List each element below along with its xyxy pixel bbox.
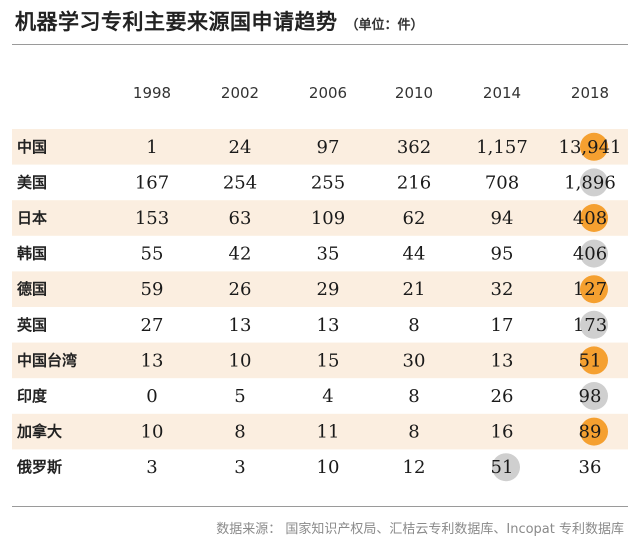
row-label: 中国台湾 (17, 351, 77, 369)
cell-value: 1,896 (564, 172, 616, 193)
cell-value: 127 (573, 279, 607, 300)
cell-value: 8 (408, 315, 419, 336)
row-label: 中国 (17, 138, 47, 156)
cell-value: 15 (317, 350, 340, 371)
cell-value: 408 (573, 208, 607, 229)
cell-value: 55 (141, 244, 164, 265)
highlight-marker (580, 204, 608, 232)
cell-value: 109 (311, 208, 345, 229)
column-header-2002: 2002 (221, 84, 259, 102)
row-label: 日本 (17, 209, 47, 227)
cell-value: 362 (397, 137, 431, 158)
cell-value: 51 (491, 457, 514, 478)
cell-value: 3 (146, 457, 157, 478)
cell-value: 10 (317, 457, 340, 478)
cell-value: 254 (223, 172, 257, 193)
cell-value: 62 (403, 208, 426, 229)
highlight-marker (492, 453, 520, 482)
row-band (12, 413, 628, 450)
cell-value: 216 (397, 172, 431, 193)
cell-value: 26 (229, 279, 252, 300)
cell-value: 1 (146, 137, 157, 158)
cell-value: 36 (579, 457, 602, 478)
row-band (12, 200, 628, 236)
column-header-1998: 1998 (133, 84, 171, 102)
row-label: 韩国 (17, 245, 47, 263)
cell-value: 35 (317, 244, 340, 265)
cell-value: 97 (317, 137, 340, 158)
cell-value: 26 (491, 386, 514, 407)
highlight-marker (580, 132, 608, 161)
highlight-marker (580, 239, 608, 268)
cell-value: 0 (146, 386, 157, 407)
cell-value: 8 (408, 422, 419, 443)
cell-value: 5 (234, 386, 245, 407)
row-label: 俄罗斯 (16, 458, 62, 476)
cell-value: 10 (229, 350, 252, 371)
source-note: 数据来源： 国家知识产权局、汇桔云专利数据库、Incopat 专利数据库 (216, 522, 624, 537)
cell-value: 13,941 (559, 137, 622, 158)
cell-value: 94 (491, 208, 514, 229)
cell-value: 708 (485, 172, 519, 193)
cell-value: 51 (579, 350, 602, 371)
chart-title: 机器学习专利主要来源国申请趋势 (15, 10, 338, 34)
row-band (12, 129, 628, 165)
cell-value: 406 (573, 244, 607, 265)
row-label: 加拿大 (16, 423, 62, 441)
row-label: 美国 (17, 173, 47, 191)
cell-value: 21 (403, 279, 426, 300)
cell-value: 30 (403, 350, 426, 371)
cell-value: 13 (317, 315, 340, 336)
cell-value: 27 (141, 315, 164, 336)
unit-note: （单位：件） (345, 18, 424, 33)
cell-value: 63 (229, 208, 252, 229)
title-area: 机器学习专利主要来源国申请趋势 （单位：件） (15, 6, 424, 36)
cell-value: 89 (579, 422, 602, 443)
cell-value: 29 (317, 279, 340, 300)
cell-value: 12 (403, 457, 426, 478)
cell-value: 42 (229, 244, 252, 265)
cell-value: 13 (491, 350, 514, 371)
cell-value: 153 (135, 208, 169, 229)
highlight-marker (580, 275, 608, 304)
highlight-marker (580, 346, 608, 375)
row-band (12, 271, 628, 307)
column-header-2010: 2010 (395, 84, 433, 102)
highlight-marker (580, 310, 608, 339)
highlight-marker (580, 382, 608, 410)
highlight-marker (580, 417, 608, 446)
bottom-rule (12, 506, 628, 507)
cell-value: 32 (491, 279, 514, 300)
row-band (12, 342, 628, 379)
column-header-2018: 2018 (571, 84, 609, 102)
column-header-2006: 2006 (309, 84, 347, 102)
highlight-marker (580, 168, 608, 197)
cell-value: 8 (234, 422, 245, 443)
cell-value: 95 (491, 244, 514, 265)
cell-value: 4 (322, 386, 333, 407)
cell-value: 24 (229, 137, 252, 158)
cell-value: 8 (408, 386, 419, 407)
cell-value: 10 (141, 422, 164, 443)
cell-value: 17 (491, 315, 514, 336)
cell-value: 255 (311, 172, 345, 193)
row-label: 德国 (17, 280, 47, 298)
row-label: 印度 (17, 387, 48, 405)
cell-value: 16 (491, 422, 514, 443)
cell-value: 1,157 (476, 137, 528, 158)
top-rule (12, 44, 628, 45)
cell-value: 59 (141, 279, 164, 300)
row-label: 英国 (17, 316, 47, 334)
cell-value: 13 (229, 315, 252, 336)
cell-value: 3 (234, 457, 245, 478)
cell-value: 173 (573, 315, 607, 336)
column-header-2014: 2014 (483, 84, 521, 102)
cell-value: 11 (317, 422, 340, 443)
cell-value: 13 (141, 350, 164, 371)
cell-value: 98 (579, 386, 602, 407)
cell-value: 44 (403, 244, 426, 265)
cell-value: 167 (135, 172, 169, 193)
